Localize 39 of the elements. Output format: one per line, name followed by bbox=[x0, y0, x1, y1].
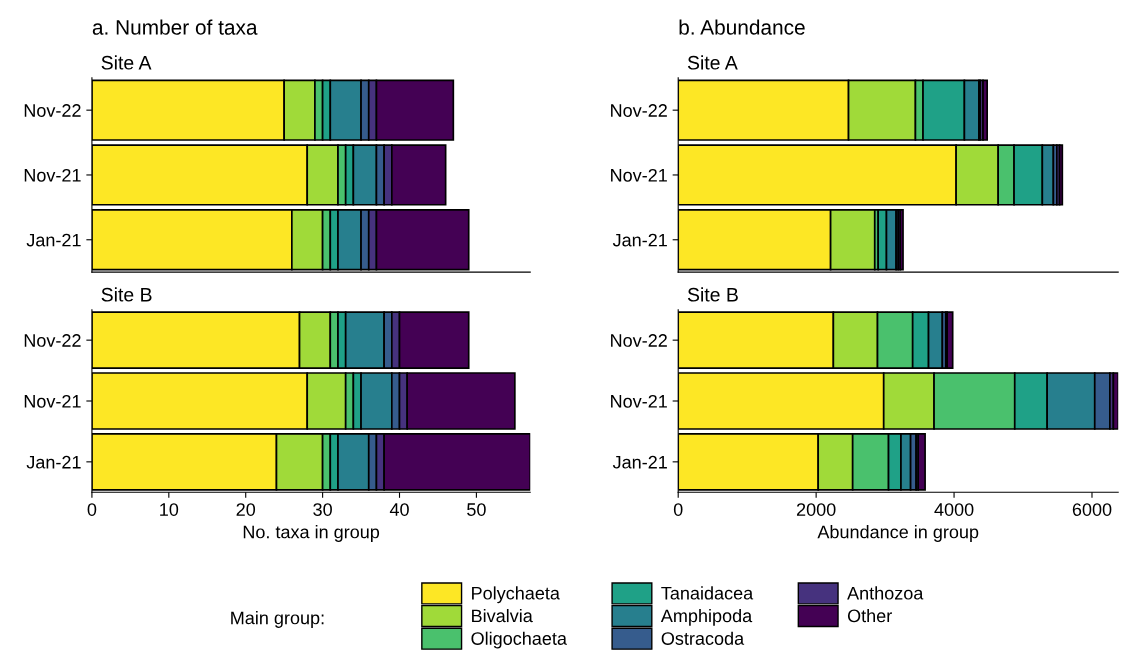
x-tick-label: 10 bbox=[160, 503, 179, 516]
y-tick-label: Nov-21 bbox=[24, 394, 81, 408]
y-tick-label: Jan-21 bbox=[26, 233, 81, 247]
y-tick-label: Jan-21 bbox=[612, 455, 667, 469]
legend-label: Oligochaeta bbox=[471, 631, 567, 649]
legend-label: Polychaeta bbox=[472, 586, 560, 604]
legend-label: Tanaidacea bbox=[661, 586, 754, 600]
y-tick-label: Nov-22 bbox=[611, 334, 667, 347]
chart-subtitle: Site A bbox=[687, 55, 738, 70]
chart-subtitle: Site B bbox=[101, 287, 152, 302]
x-tick-label: 0 bbox=[673, 503, 683, 516]
x-axis-title: Abundance in group bbox=[817, 525, 979, 542]
chart-title: a. Number of taxa bbox=[92, 19, 258, 35]
chart-subtitle: Site A bbox=[101, 55, 152, 70]
legend-label: Bivalvia bbox=[472, 609, 533, 623]
legend-title: Main group: bbox=[231, 611, 324, 628]
x-tick-label: 6000 bbox=[1072, 503, 1112, 516]
legend-label: Other bbox=[847, 609, 892, 623]
y-tick-label: Nov-21 bbox=[611, 394, 667, 408]
y-tick-label: Jan-21 bbox=[26, 455, 81, 469]
x-tick-label: 0 bbox=[87, 503, 97, 516]
legend-label: Amphipoda bbox=[660, 609, 753, 626]
y-tick-label: Nov-22 bbox=[611, 104, 667, 117]
x-axis-title: No. taxa in group bbox=[243, 525, 380, 542]
y-tick-label: Nov-22 bbox=[24, 334, 81, 347]
y-tick-label: Jan-21 bbox=[612, 233, 667, 247]
x-tick-label: 4000 bbox=[934, 503, 974, 516]
chart-title: b. Abundance bbox=[679, 19, 805, 35]
y-tick-label: Nov-22 bbox=[24, 104, 81, 117]
x-tick-label: 20 bbox=[236, 503, 256, 516]
chart-subtitle: Site B bbox=[687, 287, 738, 302]
x-tick-label: 40 bbox=[389, 503, 409, 516]
y-tick-label: Nov-21 bbox=[24, 168, 81, 182]
y-tick-label: Nov-21 bbox=[611, 168, 667, 182]
legend-label: Ostracoda bbox=[661, 631, 745, 645]
x-tick-label: 50 bbox=[467, 503, 486, 516]
legend-label: Anthozoa bbox=[847, 586, 924, 600]
x-tick-label: 30 bbox=[313, 503, 332, 516]
x-tick-label: 2000 bbox=[796, 503, 836, 516]
